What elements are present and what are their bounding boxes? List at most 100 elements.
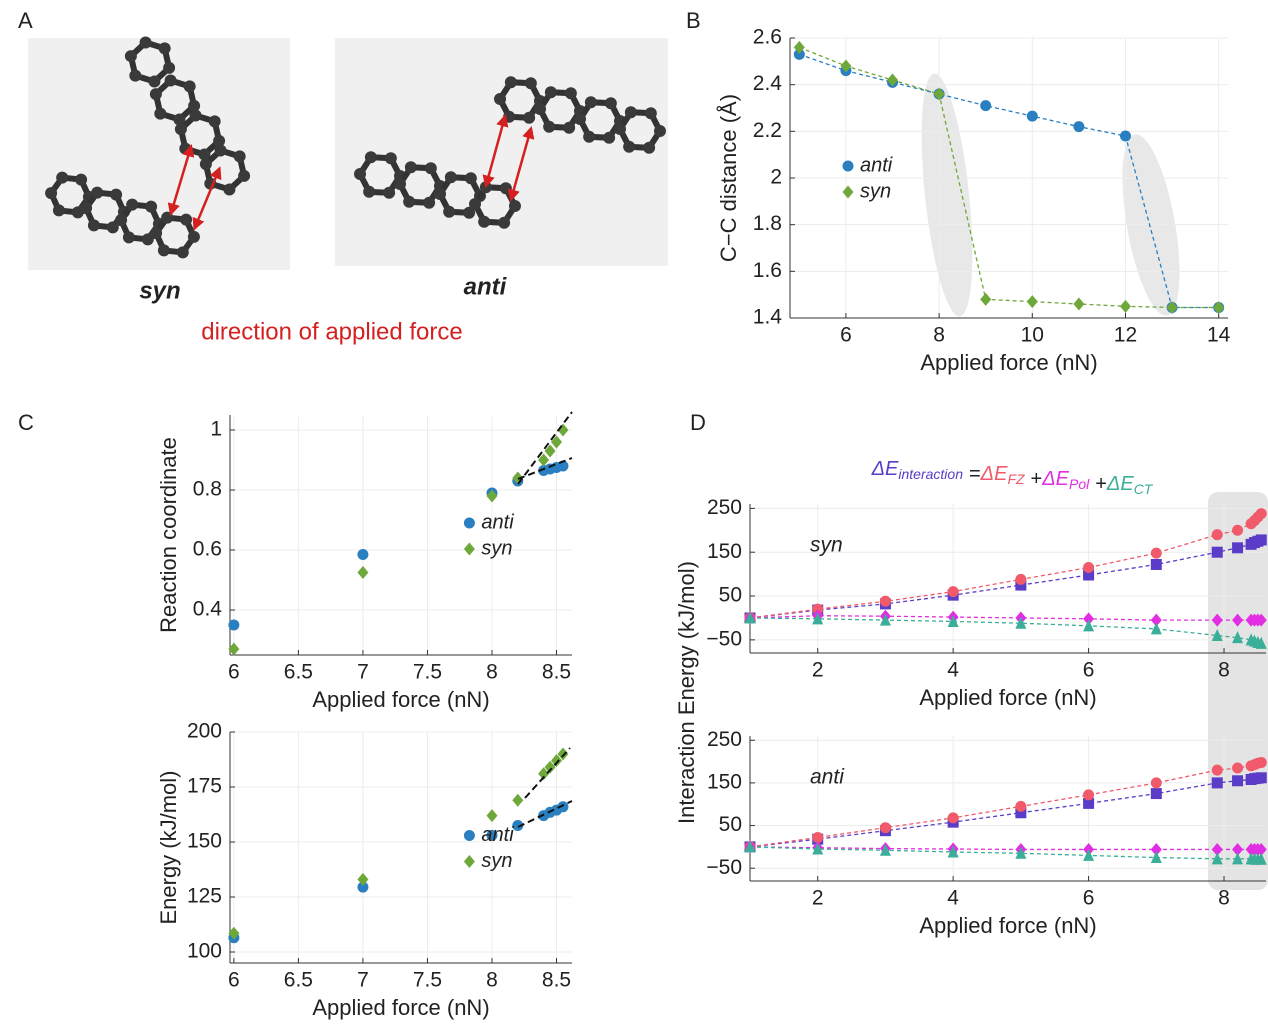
atom — [124, 50, 137, 63]
legend-marker — [842, 185, 854, 199]
point — [228, 642, 240, 656]
panel-label: D — [690, 410, 706, 435]
y-tick-label: 250 — [707, 728, 742, 751]
legend-marker — [463, 542, 475, 556]
atom — [91, 186, 104, 199]
atom — [624, 106, 637, 119]
point — [1166, 301, 1178, 314]
fit-line — [517, 800, 573, 828]
point — [1211, 842, 1223, 856]
point — [1150, 622, 1162, 635]
atom — [158, 42, 171, 55]
point — [1015, 616, 1027, 629]
point — [1232, 852, 1244, 865]
force-arrow — [167, 144, 195, 216]
point — [1211, 529, 1223, 541]
point — [1232, 524, 1244, 536]
atom — [479, 181, 492, 194]
legend-label: ΔE — [1106, 473, 1134, 495]
point — [933, 87, 945, 101]
x-tick-label: 6 — [228, 969, 240, 992]
point — [1150, 851, 1162, 864]
x-tick-label: 8 — [1218, 887, 1230, 910]
atom — [434, 188, 447, 201]
point — [512, 793, 524, 807]
x-tick-label: 8.5 — [542, 661, 571, 684]
atom — [110, 188, 123, 201]
point — [1015, 800, 1027, 812]
atom — [161, 211, 174, 224]
atom — [524, 77, 537, 90]
atom — [122, 231, 135, 244]
point — [1083, 612, 1095, 626]
point — [947, 614, 959, 627]
atom — [148, 75, 161, 88]
atom — [508, 199, 521, 212]
equation: ΔEinteraction =ΔEFZ +ΔEPol +ΔECT — [871, 458, 1154, 496]
point — [1255, 772, 1267, 784]
atom — [463, 206, 476, 219]
series-line — [799, 53, 1219, 309]
y-tick-label: 0.6 — [193, 538, 222, 561]
atom — [214, 144, 227, 157]
equation-operator: + — [1095, 473, 1107, 495]
atom — [623, 140, 636, 153]
point — [1083, 848, 1095, 861]
point — [1255, 842, 1267, 856]
atom — [187, 230, 200, 243]
y-tick-label: 1.8 — [753, 212, 782, 235]
point — [947, 845, 959, 858]
point — [1083, 797, 1095, 809]
point — [887, 73, 899, 87]
atom — [141, 233, 154, 246]
legend-subscript: CT — [1134, 481, 1154, 497]
point — [1232, 842, 1244, 856]
atom — [180, 213, 193, 226]
point — [1026, 295, 1038, 309]
legend-label: anti — [481, 511, 514, 533]
atom — [199, 158, 212, 171]
atom — [583, 130, 596, 143]
atom — [129, 69, 142, 82]
point — [1232, 775, 1244, 787]
y-tick-label: 100 — [187, 940, 222, 963]
point — [812, 612, 824, 625]
point — [1083, 562, 1095, 574]
atom — [534, 103, 547, 116]
legend-subscript: Pol — [1069, 476, 1090, 492]
highlight — [921, 73, 973, 317]
point — [1119, 299, 1131, 313]
x-tick-label: 8 — [933, 324, 945, 347]
series-line — [749, 846, 1262, 851]
atom — [494, 93, 507, 106]
atom — [154, 107, 167, 120]
point — [812, 832, 824, 843]
atom — [564, 87, 577, 100]
y-tick-label: 150 — [707, 540, 742, 563]
point — [1119, 130, 1131, 142]
atom — [238, 169, 251, 182]
atom — [574, 113, 587, 126]
x-axis-label: Applied force (nN) — [920, 350, 1097, 375]
y-tick-label: 2.4 — [753, 72, 783, 95]
atom — [363, 185, 376, 198]
point — [1211, 613, 1223, 627]
atom — [173, 113, 186, 126]
atom — [614, 123, 627, 136]
atom — [174, 123, 187, 136]
point — [1213, 301, 1225, 314]
point — [1150, 777, 1162, 789]
molecule-label: anti — [464, 273, 508, 300]
atom — [444, 171, 457, 184]
atom — [643, 141, 656, 154]
point — [1073, 297, 1085, 311]
atom — [653, 124, 666, 137]
x-tick-label: 2 — [812, 659, 824, 682]
legend-subscript: FZ — [1007, 471, 1025, 487]
legend-label: syn — [860, 180, 891, 202]
point — [1255, 756, 1267, 768]
atom — [384, 152, 397, 165]
series-line — [799, 46, 1219, 309]
atom — [213, 134, 226, 147]
